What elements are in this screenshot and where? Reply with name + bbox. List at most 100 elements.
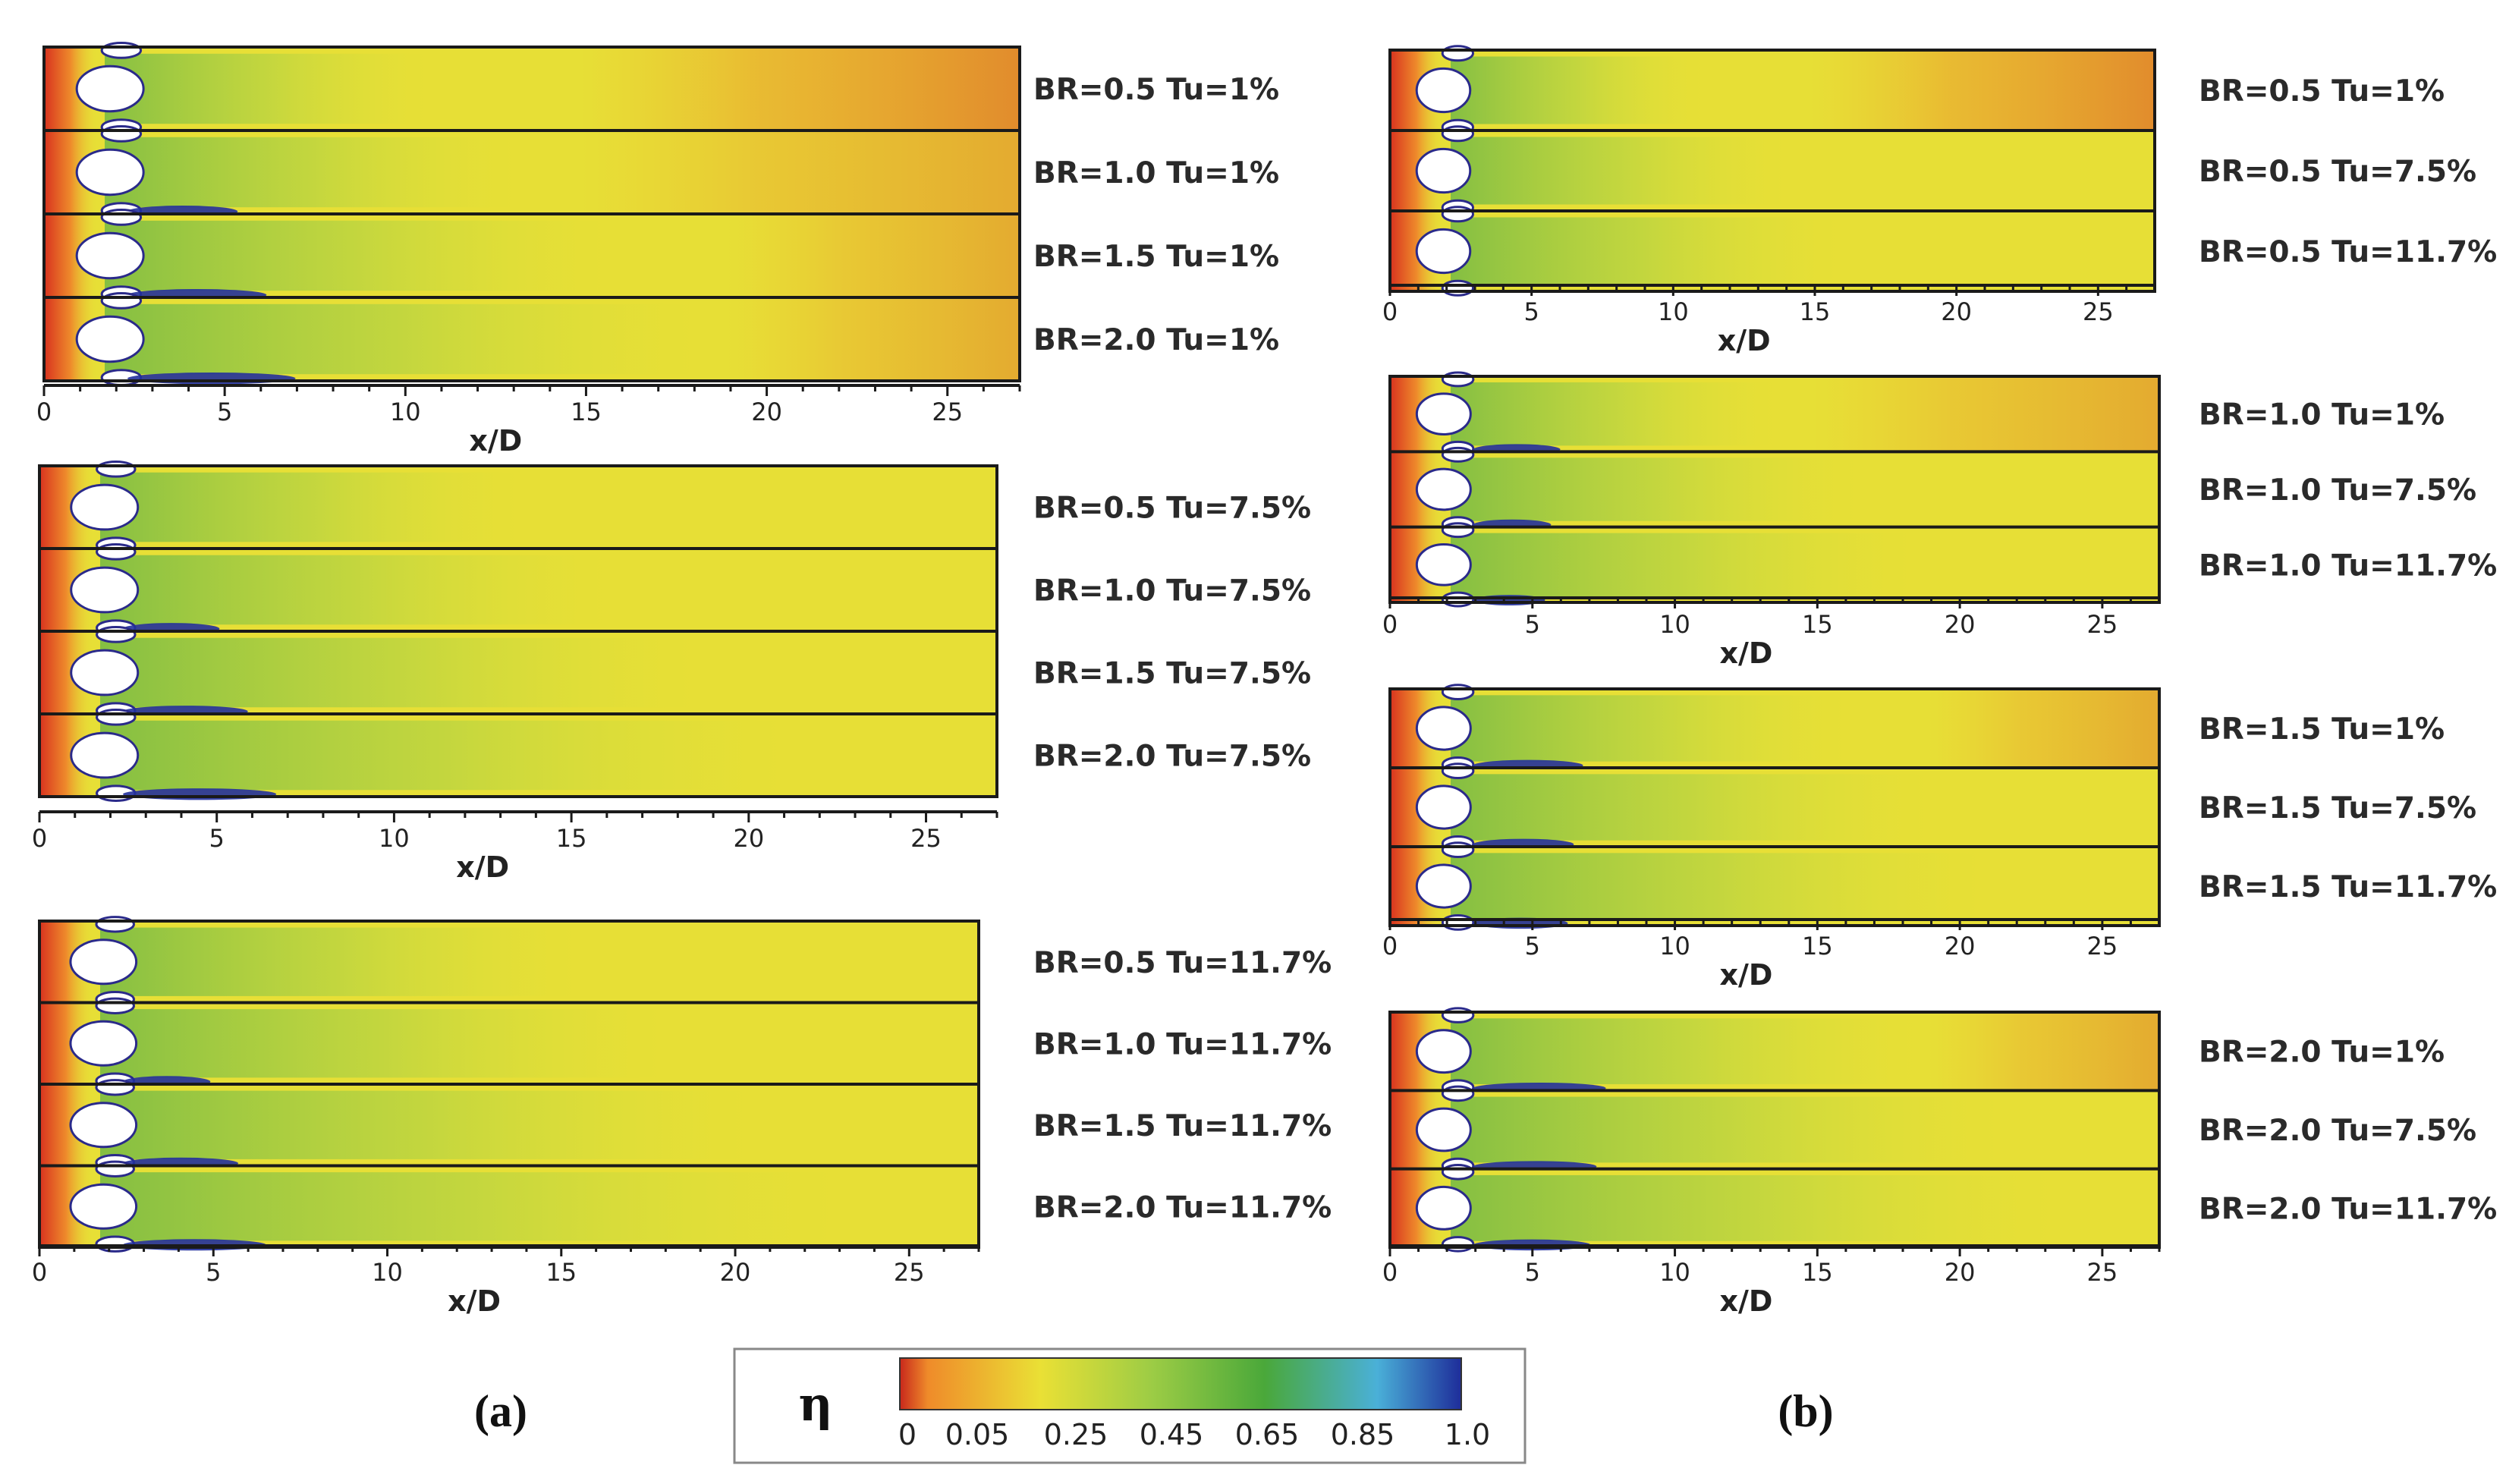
contour-strip: [1390, 1085, 2159, 1174]
coolant-hole: [1415, 863, 1472, 909]
coolant-hole: [100, 209, 143, 226]
low-eta-region: [727, 215, 1020, 296]
coolant-wake: [100, 472, 522, 542]
coolant-hole: [1441, 1164, 1475, 1181]
strip-label: BR=0.5 Tu=1%: [1033, 73, 1279, 107]
x-tick-label: 0: [1382, 610, 1398, 639]
coolant-hole: [75, 315, 145, 363]
x-tick-label: 5: [1525, 1258, 1540, 1287]
coolant-hole: [1415, 1107, 1472, 1152]
coolant-hole: [69, 1183, 138, 1230]
x-tick-label: 15: [1802, 1258, 1833, 1287]
coolant-hole: [1415, 706, 1472, 751]
strip-label: BR=1.0 Tu=7.5%: [1033, 574, 1311, 608]
coolant-hole: [1441, 1007, 1475, 1023]
strip-label: BR=1.5 Tu=7.5%: [1033, 657, 1311, 691]
coolant-hole: [100, 292, 143, 310]
coolant-wake: [1451, 56, 1705, 124]
coolant-wake: [1451, 1174, 2057, 1241]
coolant-wake: [100, 1172, 841, 1241]
x-tick-label: 10: [372, 1258, 403, 1287]
strip-label: BR=0.5 Tu=7.5%: [2199, 155, 2476, 189]
x-tick-label: 10: [1658, 297, 1689, 326]
x-tick-label: 15: [1802, 610, 1833, 639]
low-eta-region: [1928, 1014, 2159, 1089]
coolant-wake: [1451, 853, 1986, 920]
low-eta-region: [580, 49, 1020, 129]
coolant-wake: [100, 927, 580, 996]
strip-label: BR=1.0 Tu=11.7%: [2199, 549, 2497, 583]
x-tick-label: 15: [546, 1258, 577, 1287]
strip-label: BR=1.0 Tu=7.5%: [2199, 473, 2476, 508]
contour-strip: [1390, 371, 2159, 457]
coolant-hole: [1415, 147, 1472, 194]
contour-strip: [1390, 125, 2155, 216]
group-frame: [42, 46, 1021, 382]
x-tick-label: 20: [733, 824, 764, 853]
contour-strip: [39, 709, 997, 802]
coolant-hole: [70, 483, 140, 531]
x-tick-label: 0: [36, 398, 52, 426]
strip-label: BR=0.5 Tu=11.7%: [2199, 235, 2497, 269]
high-eta-jet: [127, 373, 296, 385]
coolant-hole: [69, 1020, 138, 1067]
group-frame: [1388, 375, 2161, 604]
strip-label: BR=1.5 Tu=1%: [2199, 712, 2445, 747]
coolant-hole: [1441, 206, 1475, 223]
coolant-hole: [70, 731, 140, 779]
x-tick-label: 0: [1382, 932, 1398, 961]
coolant-wake: [100, 637, 699, 708]
coolant-hole: [1415, 228, 1472, 275]
x-axis-label: x/D: [469, 424, 522, 457]
coolant-wake: [1451, 695, 1848, 762]
x-tick-label: 20: [1945, 932, 1976, 961]
contour-strip: [1390, 522, 2159, 608]
contour-strip: [39, 626, 997, 719]
coolant-hole: [100, 42, 143, 59]
contour-strip: [39, 1160, 979, 1253]
coolant-wake: [100, 720, 788, 791]
contour-strip: [1390, 206, 2155, 297]
strip-label: BR=2.0 Tu=1%: [2199, 1036, 2445, 1070]
x-tick-label: 25: [932, 398, 963, 426]
panel-label: (a): [474, 1386, 527, 1436]
coolant-hole: [95, 1160, 135, 1177]
x-tick-label: 10: [1659, 1258, 1690, 1287]
coolant-wake: [1451, 457, 1860, 521]
x-tick-label: 20: [751, 398, 782, 426]
x-tick-label: 20: [1941, 297, 1972, 326]
strip-label: BR=2.0 Tu=1%: [1033, 323, 1279, 357]
x-tick-label: 25: [2087, 610, 2118, 639]
coolant-hole: [1441, 522, 1475, 539]
contour-strip: [39, 997, 979, 1089]
coolant-hole: [70, 649, 140, 696]
x-tick-label: 10: [1659, 610, 1690, 639]
coolant-wake: [1451, 1096, 2003, 1163]
coolant-wake: [100, 1009, 666, 1078]
strip-label: BR=1.0 Tu=11.7%: [1033, 1027, 1332, 1061]
x-tick-label: 5: [1523, 297, 1539, 326]
low-eta-region: [1810, 52, 2155, 129]
high-eta-jet: [123, 788, 277, 800]
coolant-hole: [75, 148, 145, 197]
strip-label: BR=1.0 Tu=1%: [1033, 156, 1279, 190]
coolant-hole: [1441, 446, 1475, 463]
low-eta-region: [727, 299, 1020, 379]
contour-strip: [1390, 1164, 2159, 1253]
colorbar-tick-label: 1.0: [1445, 1418, 1490, 1451]
coolant-wake: [105, 220, 609, 291]
colorbar-tick-label: 0.85: [1331, 1418, 1395, 1451]
colorbar-gradient: [899, 1357, 1462, 1410]
coolant-hole: [96, 461, 137, 478]
coolant-hole: [96, 626, 137, 643]
coolant-wake: [105, 53, 429, 124]
coolant-hole: [1441, 841, 1475, 859]
coolant-hole: [1441, 371, 1475, 388]
contour-strip: [1390, 45, 2155, 136]
coolant-hole: [70, 566, 140, 614]
x-tick-label: 20: [1945, 1258, 1976, 1287]
x-tick-label: 0: [1382, 297, 1398, 326]
coolant-hole: [95, 997, 135, 1014]
coolant-wake: [105, 137, 519, 208]
